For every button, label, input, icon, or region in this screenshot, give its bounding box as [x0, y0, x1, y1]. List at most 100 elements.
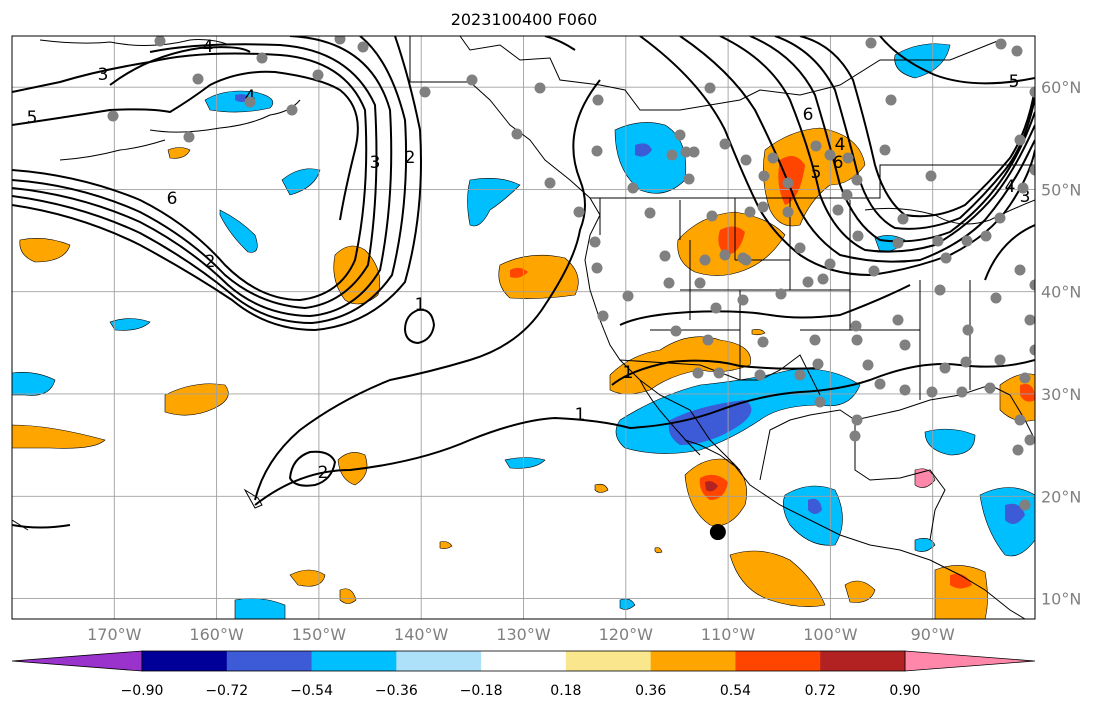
station-dot	[699, 254, 711, 266]
contour-label: 5	[1009, 72, 1020, 92]
station-dot	[702, 334, 714, 346]
station-dot	[892, 237, 904, 249]
station-dot	[1011, 45, 1023, 57]
station-dot	[961, 235, 973, 247]
station-dot	[312, 69, 324, 81]
station-markers	[107, 36, 1035, 511]
station-dot	[940, 252, 952, 264]
colorbar-tick-label: −0.72	[205, 683, 248, 699]
latitude-label: 30°N	[1041, 385, 1081, 404]
coastlines-and-borders	[12, 36, 1035, 619]
station-dot	[841, 189, 853, 201]
station-dot	[710, 302, 722, 314]
station-dot	[1024, 314, 1035, 326]
station-dot	[885, 94, 897, 106]
colorbar-tick-label: −0.36	[375, 683, 418, 699]
station-dot	[591, 262, 603, 274]
station-dot	[824, 258, 836, 270]
station-dot	[1014, 134, 1026, 146]
station-dot	[1014, 264, 1026, 276]
station-dot	[995, 38, 1007, 50]
contour-label: 3	[1020, 187, 1031, 207]
station-dot	[256, 52, 268, 64]
latitude-label: 20°N	[1041, 487, 1081, 506]
station-dot	[1019, 499, 1031, 511]
station-dot	[934, 284, 946, 296]
station-dot	[758, 170, 770, 182]
latitude-label: 60°N	[1041, 78, 1081, 97]
colorbar-tick-label: −0.54	[290, 683, 333, 699]
station-dot	[244, 96, 256, 108]
station-dot	[688, 146, 700, 158]
station-dot	[663, 277, 675, 289]
station-dot	[852, 230, 864, 242]
colorbar-segment	[142, 651, 228, 671]
station-dot	[1019, 372, 1031, 384]
station-dot	[984, 382, 996, 394]
contour-label: 1	[575, 405, 586, 425]
station-dot	[874, 378, 886, 390]
station-dot	[694, 277, 706, 289]
station-dot	[740, 154, 752, 166]
latitude-label: 50°N	[1041, 180, 1081, 199]
contour-label: 4	[203, 37, 214, 57]
station-dot	[794, 369, 806, 381]
contour-label: 2	[205, 252, 216, 272]
contour-label: 6	[833, 153, 844, 173]
station-dot	[706, 210, 718, 222]
station-dot	[1029, 86, 1035, 98]
negative-anomaly-regions	[12, 43, 1035, 619]
contour-label: 1	[623, 363, 634, 383]
station-dot	[659, 250, 671, 262]
station-dot	[622, 290, 634, 302]
map-area: 3456121212346543654	[12, 36, 1035, 619]
station-dot	[775, 288, 787, 300]
station-dot	[334, 36, 346, 45]
station-dot	[627, 182, 639, 194]
station-dot	[1029, 164, 1035, 176]
station-dot	[1029, 344, 1035, 356]
station-dot	[980, 230, 992, 242]
station-dot	[1017, 182, 1029, 194]
colorbar-segment	[311, 651, 397, 671]
contour-label: 4	[835, 135, 846, 155]
station-dot	[851, 174, 863, 186]
station-dot	[782, 206, 794, 218]
station-dot	[814, 396, 826, 408]
station-dot	[851, 414, 863, 426]
latitude-label: 10°N	[1041, 590, 1081, 609]
station-dot	[892, 314, 904, 326]
station-dot	[744, 206, 756, 218]
colorbar-extend-max	[904, 650, 1036, 672]
colorbar: −0.90 −0.72 −0.54 −0.36 −0.18 0.18 0.36 0.54 0.7…	[11, 650, 1036, 699]
station-dot	[939, 362, 951, 374]
longitude-label: 120°W	[599, 625, 654, 644]
map-border	[11, 35, 1036, 620]
station-dot	[832, 204, 844, 216]
colorbar-segment	[735, 651, 821, 671]
map-title: 2023100400 F060	[450, 10, 598, 29]
station-dot	[879, 144, 891, 156]
colorbar-segment	[396, 651, 482, 671]
station-dot	[511, 128, 523, 140]
station-dot	[737, 252, 749, 264]
colorbar-segment	[565, 651, 652, 671]
station-dot	[960, 356, 972, 368]
colorbar-extend-min	[11, 650, 143, 672]
station-dot	[817, 273, 829, 285]
colorbar-frame	[141, 650, 906, 672]
station-dot	[1029, 279, 1035, 291]
station-dot	[862, 359, 874, 371]
station-dot	[674, 129, 686, 141]
station-dot	[782, 177, 794, 189]
station-dot	[713, 367, 725, 379]
station-dot	[1012, 444, 1024, 456]
contour-label: 5	[811, 163, 822, 183]
station-dot	[704, 82, 716, 94]
station-dot	[868, 265, 880, 277]
contour-label: 3	[370, 153, 381, 173]
station-dot	[183, 131, 195, 143]
station-dot	[851, 334, 863, 346]
station-dot	[591, 145, 603, 157]
